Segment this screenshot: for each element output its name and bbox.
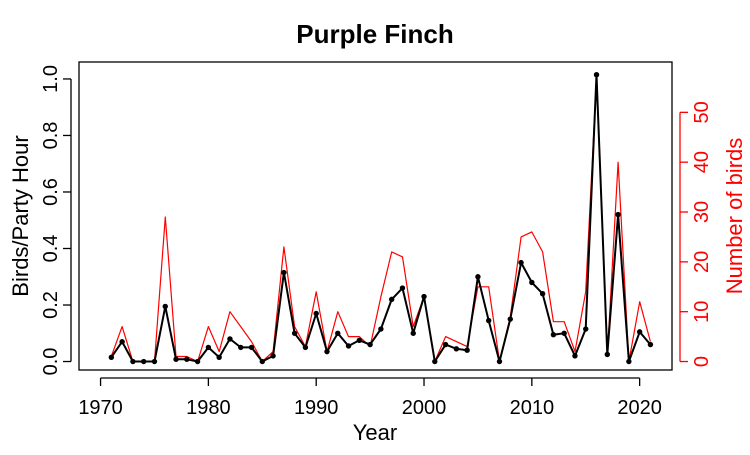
x-tick-label: 1970 — [78, 397, 123, 419]
y-tick-label: 0.2 — [40, 291, 62, 319]
y-tick-label: 0.8 — [40, 122, 62, 150]
data-point — [259, 358, 265, 365]
data-point — [507, 316, 513, 322]
data-point — [194, 358, 201, 365]
y-axis-label: Birds/Party Hour — [8, 135, 33, 296]
data-point — [151, 358, 158, 365]
x-tick-label: 2000 — [402, 397, 447, 419]
data-point — [184, 356, 190, 362]
data-point — [421, 293, 427, 300]
data-point — [561, 330, 567, 336]
data-point — [345, 343, 352, 349]
data-point — [486, 317, 492, 324]
y2-tick-label: 30 — [691, 201, 713, 223]
data-point — [636, 329, 643, 335]
data-point — [140, 358, 147, 365]
data-point — [108, 354, 115, 360]
data-point — [302, 344, 309, 351]
data-point — [356, 337, 363, 344]
x-tick-label: 1980 — [186, 397, 231, 419]
data-point — [281, 269, 287, 276]
data-point — [291, 330, 298, 336]
y2-tick-label: 0 — [691, 356, 713, 367]
data-point — [388, 296, 395, 303]
data-point — [227, 336, 233, 342]
data-point — [464, 347, 470, 353]
y-tick-label: 0.6 — [40, 178, 62, 206]
data-point — [518, 259, 524, 266]
x-tick-label: 2010 — [510, 397, 555, 419]
data-point — [119, 339, 125, 345]
data-point — [496, 358, 503, 365]
data-point — [162, 303, 168, 310]
y-tick-label: 0.4 — [40, 235, 62, 263]
data-point — [432, 358, 438, 365]
data-point — [539, 291, 546, 297]
plot-box — [78, 61, 673, 371]
y-tick-label: 1.0 — [40, 65, 62, 93]
data-point — [647, 341, 654, 348]
data-point — [572, 353, 578, 359]
data-point — [205, 344, 212, 351]
y-tick-label: 0.0 — [40, 348, 62, 376]
y2-tick-label: 10 — [691, 301, 713, 323]
y2-tick-label: 20 — [691, 251, 713, 273]
data-point — [583, 326, 589, 332]
data-point — [248, 344, 255, 351]
data-point — [529, 279, 535, 286]
data-point — [324, 348, 330, 355]
series-line-number-of-birds — [110, 76, 651, 363]
series-line-birds-per-party-hour — [110, 73, 652, 363]
data-point — [335, 330, 341, 336]
data-point — [378, 326, 384, 332]
data-point — [173, 356, 179, 362]
data-point — [593, 72, 600, 78]
x-axis-label: Year — [353, 420, 397, 445]
y2-tick-label: 50 — [691, 101, 713, 123]
y2-axis-label: Number of birds — [722, 138, 747, 295]
series-layer — [108, 72, 654, 365]
data-point — [367, 341, 373, 348]
data-point — [475, 274, 481, 280]
data-point — [313, 310, 319, 317]
data-point — [626, 358, 632, 365]
data-point — [130, 358, 136, 365]
data-point — [442, 341, 449, 348]
data-point — [238, 344, 244, 351]
data-point — [453, 346, 460, 352]
y-axis-left: 0.0 0.2 0.4 0.6 0.8 1.0 — [40, 65, 72, 376]
data-point — [604, 351, 611, 358]
data-point — [615, 211, 621, 218]
x-tick-label: 1990 — [294, 397, 339, 419]
x-tick-label: 2020 — [617, 397, 662, 419]
data-point — [216, 354, 222, 360]
data-point — [410, 330, 416, 336]
x-axis: 1970 1980 1990 2000 2010 2020 — [78, 377, 662, 419]
y2-tick-label: 40 — [691, 151, 713, 173]
data-point — [270, 353, 276, 359]
data-point — [399, 285, 406, 291]
chart-title: Purple Finch — [296, 19, 453, 49]
data-point — [550, 331, 557, 338]
y-axis-right: 0 10 20 30 40 50 — [679, 101, 713, 367]
